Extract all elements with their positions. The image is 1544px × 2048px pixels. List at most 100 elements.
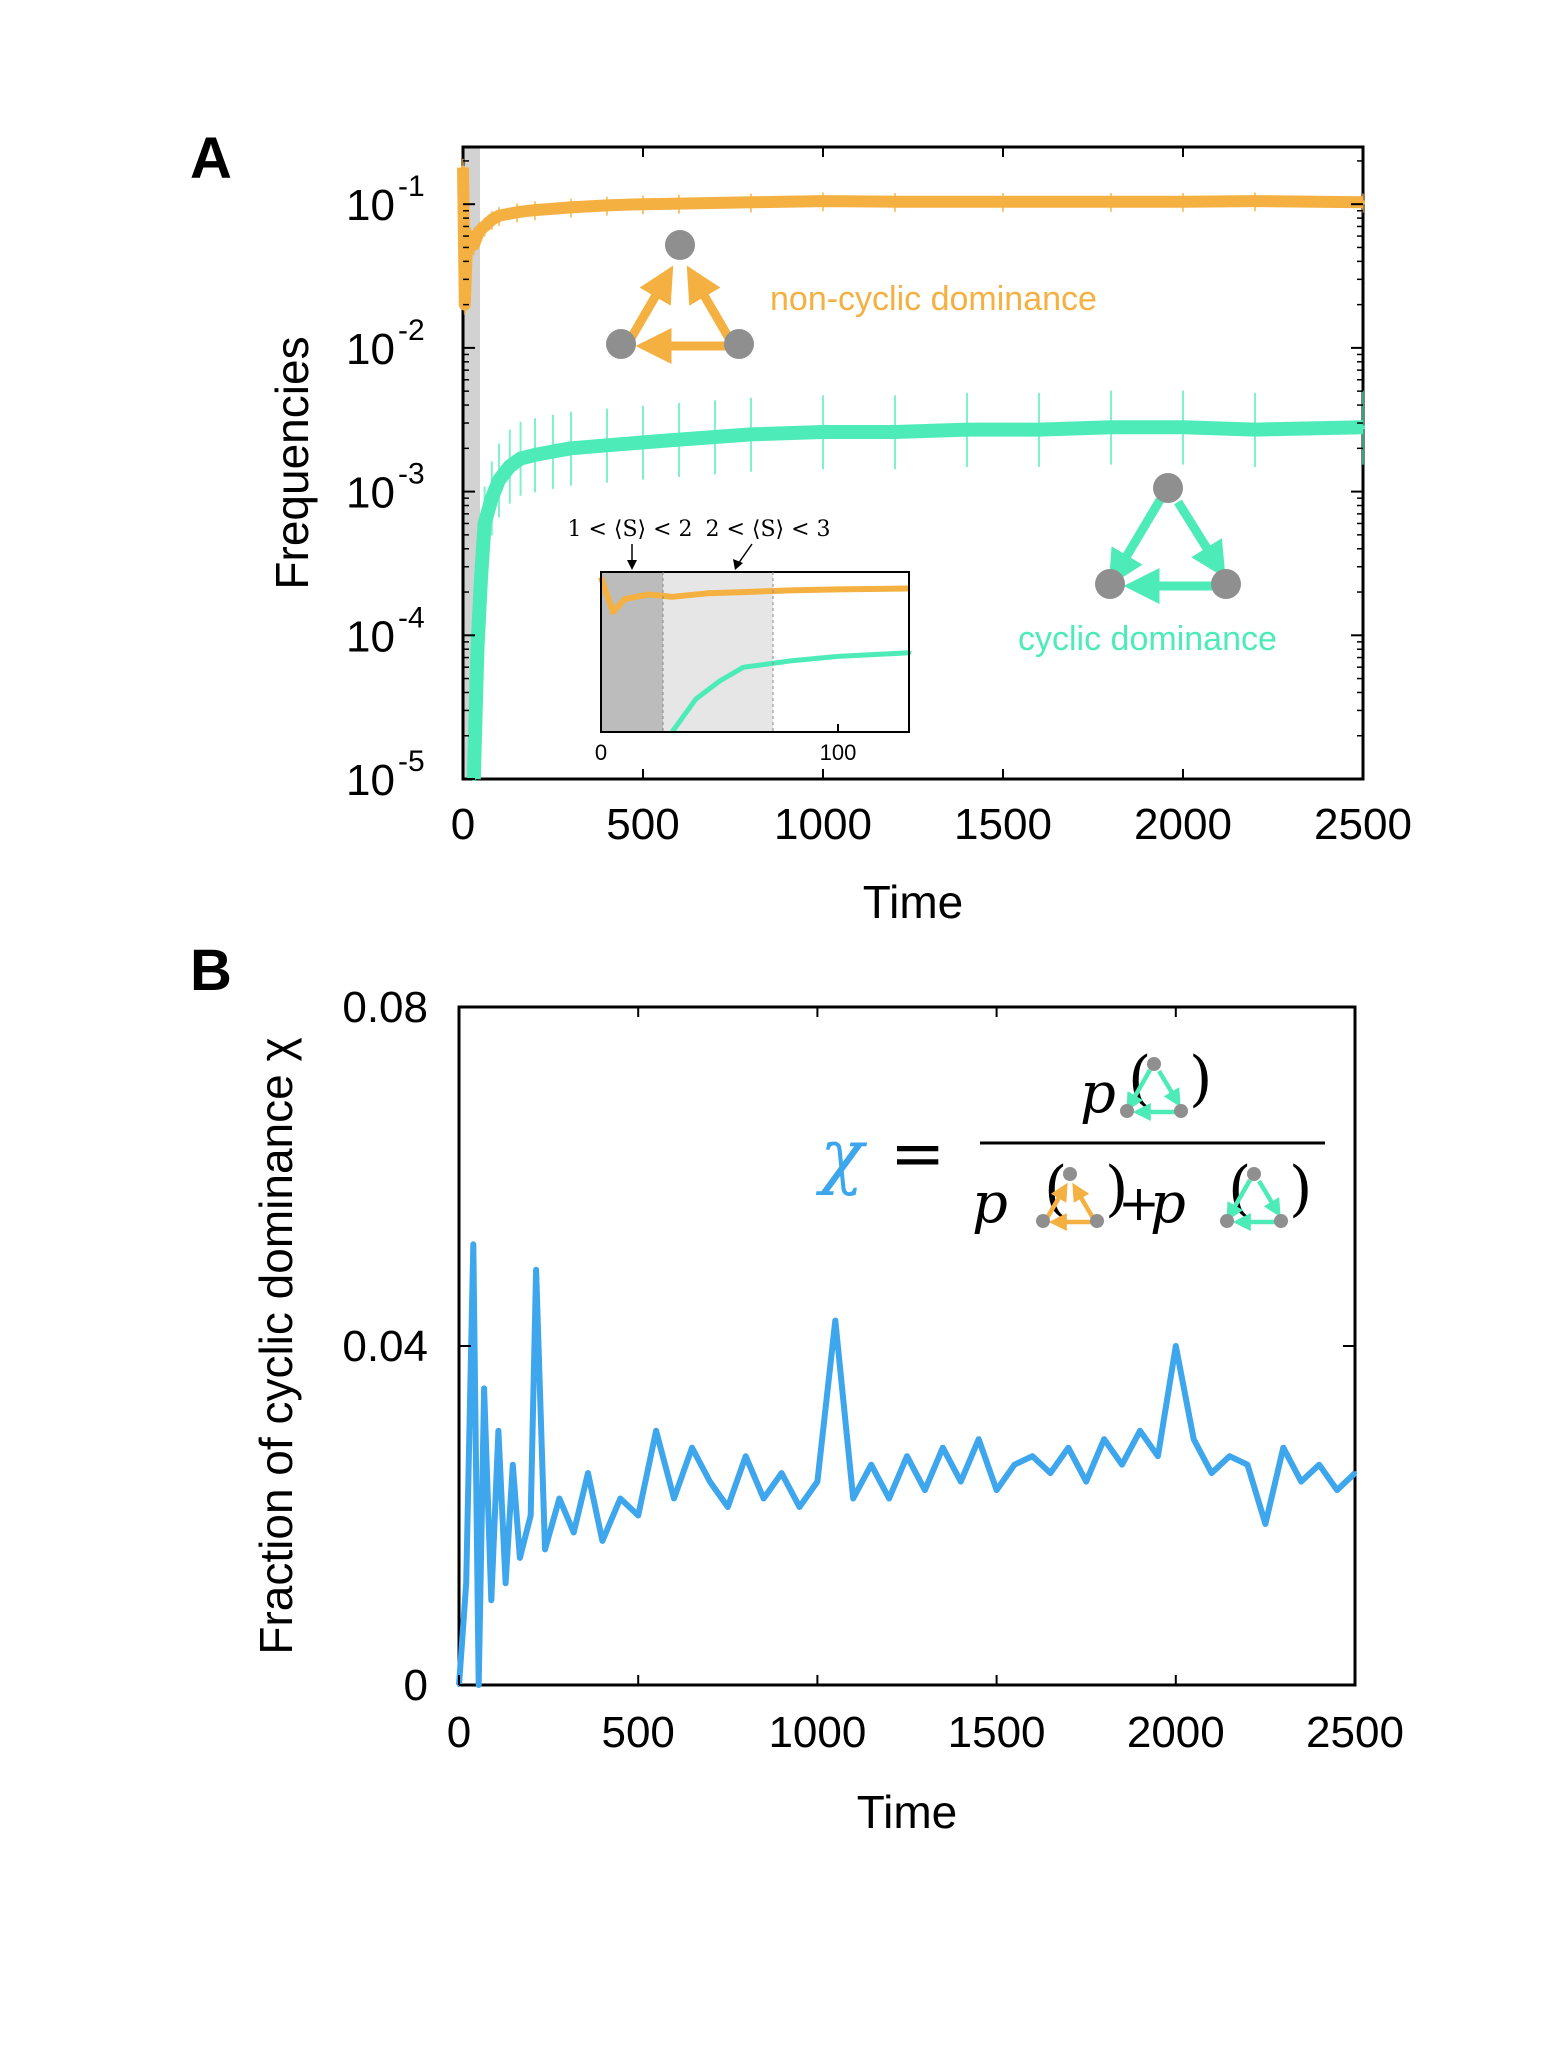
panel-b-x-tick-label: 1000 bbox=[768, 1708, 866, 1757]
panel-b-data-point bbox=[654, 1428, 659, 1433]
panel-b-data-point bbox=[586, 1471, 591, 1476]
panel-b-data-point bbox=[534, 1267, 539, 1272]
panel-a-data-point bbox=[893, 429, 897, 434]
panel-a-data-point bbox=[507, 464, 512, 469]
panel-a-data-point bbox=[677, 201, 681, 206]
panel-b-x-tick-label: 0 bbox=[447, 1708, 471, 1757]
panel-b-data-point bbox=[725, 1505, 730, 1510]
panel-a-data-point bbox=[489, 496, 494, 501]
panel-a-data-point bbox=[518, 456, 523, 461]
inset-series-line bbox=[598, 576, 910, 615]
inset-frame bbox=[600, 571, 910, 733]
inset-region-2-label: 2 < ⟨S⟩ < 3 bbox=[705, 517, 830, 542]
panel-b-y-tick-label: 0.08 bbox=[342, 983, 428, 1032]
panel-b-data-point bbox=[636, 1513, 641, 1518]
panel-b-x-tick-label: 1500 bbox=[948, 1708, 1046, 1757]
panel-b-data-point bbox=[905, 1454, 909, 1459]
panel-a-inset: 0 100 1 < ⟨S⟩ < 2 2 < ⟨S⟩ < 3 bbox=[567, 517, 912, 765]
panel-a-data-point bbox=[569, 446, 573, 451]
panel-b-data-layer bbox=[456, 1241, 1358, 1688]
panel-a-data-point bbox=[464, 252, 469, 257]
panel-b-data-point bbox=[1030, 1454, 1035, 1459]
panel-b-data-point bbox=[503, 1581, 508, 1586]
panel-a-data-point bbox=[551, 449, 555, 454]
panel-a-data-point bbox=[569, 205, 573, 210]
panel-a-data-point bbox=[677, 437, 681, 442]
panel-b-data-point bbox=[482, 1386, 487, 1391]
panel-b-data-point bbox=[618, 1496, 623, 1501]
panel-a-y-tick-label: 10 bbox=[346, 612, 395, 661]
panel-b-data-point bbox=[922, 1488, 927, 1493]
panel-b-data-point bbox=[471, 1242, 476, 1247]
svg-text:): ) bbox=[1105, 1154, 1128, 1224]
panel-b-data-point bbox=[1353, 1471, 1357, 1476]
panel-b-data-point bbox=[940, 1445, 945, 1450]
panel-b-y-ticks: 0.08 0.04 0 bbox=[342, 983, 1355, 1710]
inset-data-layer bbox=[598, 576, 912, 734]
panel-b-x-tick-label: 500 bbox=[601, 1708, 674, 1757]
panel-b-x-axis-title: Time bbox=[857, 1786, 958, 1838]
panel-b-data-point bbox=[976, 1437, 981, 1442]
panel-a-y-tick-label: 10 bbox=[346, 469, 395, 518]
panel-a-data-point bbox=[1253, 199, 1257, 204]
panel-b-data-point bbox=[1191, 1437, 1196, 1442]
panel-a-data-point bbox=[965, 427, 969, 432]
cyclic-dominance-label: cyclic dominance bbox=[1018, 620, 1277, 658]
panel-b-y-axis-title: Fraction of cyclic dominance χ bbox=[250, 1037, 302, 1654]
panel-b-data-point bbox=[1084, 1479, 1089, 1484]
panel-a-y-tick-exponent: -3 bbox=[398, 458, 425, 491]
panel-a-data-point bbox=[1037, 427, 1041, 432]
panel-b-data-point bbox=[496, 1428, 501, 1433]
inset-x-tick-0: 0 bbox=[595, 740, 607, 765]
panel-a-letter: A bbox=[190, 126, 232, 191]
panel-b-x-tick-label: 2000 bbox=[1127, 1708, 1225, 1757]
formula-equals: = bbox=[890, 1115, 945, 1192]
panel-a-data-point bbox=[471, 242, 476, 247]
panel-b-data-point bbox=[1317, 1462, 1322, 1467]
formula-denominator-noncyclic-icon: ( ) bbox=[1036, 1154, 1128, 1231]
panel-a-x-tick-label: 1000 bbox=[774, 800, 872, 849]
panel-b-data-point bbox=[672, 1496, 677, 1501]
panel-b-data-point bbox=[1209, 1471, 1214, 1476]
panel-b-data-point bbox=[851, 1496, 856, 1501]
panel-b-letter: B bbox=[190, 938, 232, 1003]
panel-a-y-tick-exponent: -2 bbox=[398, 314, 425, 347]
formula-denominator-cyclic-icon: ( ) bbox=[1220, 1154, 1312, 1231]
panel-a-data-point bbox=[482, 521, 487, 526]
svg-text:): ) bbox=[1289, 1154, 1312, 1224]
panel-b-data-point bbox=[887, 1496, 892, 1501]
panel-a-data-point bbox=[749, 200, 753, 205]
panel-b-data-point bbox=[958, 1479, 963, 1484]
panel-a-series-noncyclic bbox=[457, 158, 1365, 315]
cyclic-triad-icon bbox=[1095, 473, 1241, 604]
panel-a-y-tick-label: 10 bbox=[346, 325, 395, 374]
panel-b-data-point bbox=[489, 1598, 494, 1603]
inset-series-line bbox=[670, 650, 912, 734]
panel-a-y-tick-exponent: -4 bbox=[398, 601, 425, 634]
inset-region-1-label: 1 < ⟨S⟩ < 2 bbox=[567, 517, 692, 542]
panel-a-x-tick-label: 2000 bbox=[1134, 800, 1232, 849]
panel-a-data-point bbox=[641, 440, 645, 445]
panel-a-data-point bbox=[1181, 199, 1185, 204]
panel-a-series-line bbox=[466, 420, 1364, 780]
panel-a-data-point bbox=[475, 647, 480, 652]
panel-b-data-point bbox=[476, 1683, 481, 1687]
panel-a-x-tick-label: 1500 bbox=[954, 800, 1052, 849]
panel-a-y-tick-exponent: -1 bbox=[398, 170, 425, 203]
panel-b-data-point bbox=[833, 1318, 838, 1323]
formula-plus: + bbox=[1118, 1174, 1160, 1232]
panel-b-x-tick-label: 2500 bbox=[1306, 1708, 1404, 1757]
panel-b-data-point bbox=[1299, 1479, 1304, 1484]
panel-a-data-point bbox=[482, 224, 487, 229]
panel-a-x-tick-label: 0 bbox=[451, 800, 475, 849]
panel-b-data-point bbox=[510, 1462, 515, 1467]
panel-a-data-point bbox=[489, 217, 494, 222]
noncyclic-dominance-label: non-cyclic dominance bbox=[770, 280, 1097, 318]
panel-a-data-point bbox=[477, 229, 482, 234]
panel-a-frame bbox=[461, 145, 1365, 781]
panel-a-data-point bbox=[1001, 199, 1005, 204]
panel-a-chart: 0 500 1000 1500 2000 2500 10-110-210-310 -410-… bbox=[266, 145, 1412, 928]
panel-b-chart: 0 500 1000 1500 2000 2500 0.08 0.04 0 Time Frac… bbox=[250, 983, 1404, 1838]
formula-chi-symbol: χ bbox=[815, 1113, 868, 1197]
panel-b-y-tick-label: 0 bbox=[404, 1661, 428, 1710]
